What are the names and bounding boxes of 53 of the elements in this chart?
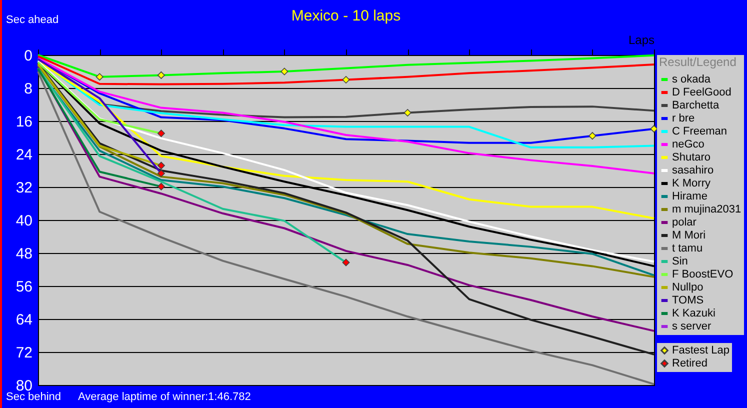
legend-label: TOMS bbox=[672, 294, 704, 306]
chart-title: Mexico - 10 laps bbox=[291, 8, 401, 24]
y-tick-label: 48 bbox=[16, 246, 32, 262]
point bbox=[96, 73, 104, 81]
legend-label: D FeelGood bbox=[672, 86, 732, 98]
legend-label: m mujina2031 bbox=[672, 204, 742, 216]
legend-label: Fastest Lap bbox=[672, 344, 730, 356]
text: Average laptime of winner:1:46.782 bbox=[78, 391, 251, 403]
text: Sec behind bbox=[6, 391, 62, 403]
line-series bbox=[37, 57, 655, 174]
legend-label: Nullpo bbox=[672, 282, 704, 294]
legend-label: polar bbox=[672, 216, 697, 228]
point bbox=[157, 71, 165, 79]
y-axis-title: Sec ahead bbox=[6, 14, 59, 26]
point bbox=[588, 132, 596, 140]
legend-label: Barchetta bbox=[672, 100, 720, 112]
y-tick-label: 16 bbox=[16, 114, 32, 130]
legend-label: K Kazuki bbox=[672, 308, 716, 320]
legend-label: Retired bbox=[672, 358, 708, 370]
point bbox=[157, 182, 165, 190]
point bbox=[157, 130, 165, 138]
legend-label: Sin bbox=[672, 256, 688, 268]
legend-label: neGco bbox=[672, 138, 704, 150]
legend-label: t tamu bbox=[672, 242, 703, 254]
point bbox=[280, 68, 288, 76]
y-tick-label: 24 bbox=[16, 146, 32, 164]
point bbox=[342, 258, 350, 266]
y-tick-label: 64 bbox=[16, 312, 32, 328]
legend-label: s server bbox=[672, 320, 712, 332]
y-tick-label: 32 bbox=[16, 180, 32, 196]
point bbox=[157, 162, 165, 170]
legend-label: s okada bbox=[672, 74, 712, 86]
y-tick-label: 40 bbox=[16, 212, 32, 230]
y-tick-label: 0 bbox=[24, 48, 32, 64]
legend-label: M Mori bbox=[672, 230, 706, 242]
x-axis-title: Laps bbox=[628, 33, 654, 47]
point bbox=[404, 108, 412, 117]
line-series bbox=[37, 55, 655, 86]
point bbox=[342, 76, 350, 84]
legend-label: K Morry bbox=[672, 178, 711, 190]
y-tick-label: 8 bbox=[24, 80, 32, 98]
legend-title: Result/Legend bbox=[659, 55, 736, 69]
y-tick-label: 72 bbox=[16, 344, 32, 362]
legend-label: F BoostEVO bbox=[672, 268, 734, 280]
legend-label: sasahiro bbox=[672, 164, 714, 176]
point bbox=[650, 125, 658, 133]
y-tick-label: 56 bbox=[16, 278, 32, 296]
point bbox=[157, 170, 165, 178]
legend-label: C Freeman bbox=[672, 126, 728, 138]
line-series bbox=[37, 60, 655, 220]
legend-label: Hirame bbox=[672, 190, 708, 202]
legend-label: Shutaro bbox=[672, 152, 711, 164]
legend-label: r bre bbox=[672, 112, 695, 124]
